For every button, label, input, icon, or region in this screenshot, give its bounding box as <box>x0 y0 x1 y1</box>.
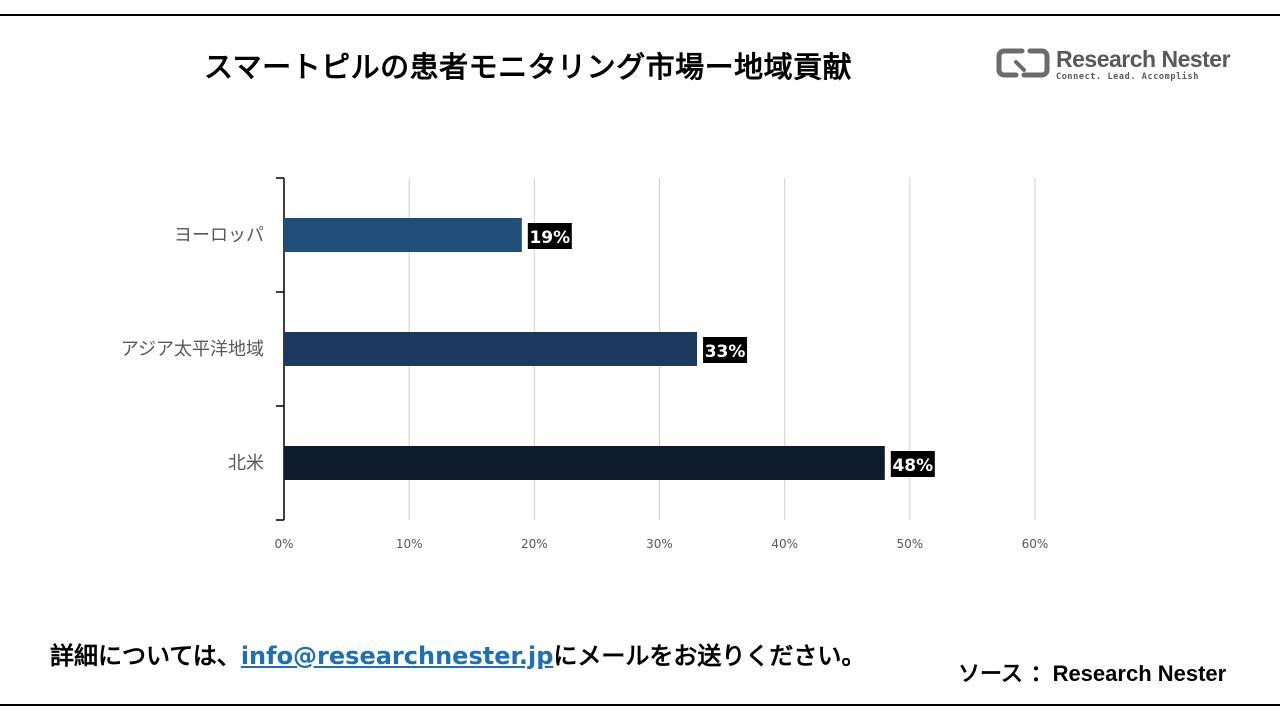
contact-prefix: 詳細については、 <box>50 642 241 670</box>
x-tick-label: 40% <box>771 537 798 551</box>
footer-contact: 詳細については、info@researchnester.jpにメールをお送りくだ… <box>50 636 865 671</box>
chart-axis <box>276 177 285 521</box>
top-rule <box>0 14 1280 16</box>
bar <box>284 218 522 252</box>
data-label-bg <box>890 451 935 477</box>
contact-suffix: にメールをお送りください。 <box>553 642 866 670</box>
x-tick-label: 30% <box>646 537 673 551</box>
logo-tagline: Connect. Lead. Accomplish <box>1056 72 1199 82</box>
x-tick-labels: 0% 10% 20% 30% 40% 50% 60% <box>274 537 1048 551</box>
bars <box>284 218 885 480</box>
logo-name: Research Nester <box>1056 46 1231 72</box>
category-label: 北米 <box>228 453 264 474</box>
bar <box>284 332 698 366</box>
page-title: スマートピルの患者モニタリング市場ー地域貢献 <box>204 50 853 84</box>
research-nester-logo: Research Nester Connect. Lead. Accomplis… <box>996 46 1231 86</box>
source-prefix: ソース ： <box>958 662 1053 687</box>
logo-mark-icon <box>996 48 1050 78</box>
data-label: 19% <box>529 228 570 248</box>
category-label: アジア太平洋地域 <box>121 339 264 360</box>
data-label: 33% <box>705 342 746 362</box>
email-link[interactable]: info@researchnester.jp <box>240 642 554 670</box>
x-tick-label: 20% <box>521 537 548 551</box>
data-label-bg <box>527 223 572 249</box>
x-tick-label: 50% <box>896 537 923 551</box>
bottom-rule <box>0 704 1280 706</box>
category-label: ヨーロッパ <box>174 225 264 246</box>
x-tick-label: 60% <box>1022 537 1049 551</box>
data-label: 48% <box>892 456 933 476</box>
bar <box>284 446 885 480</box>
data-labels: 19% 33% 48% <box>527 223 935 477</box>
footer-source: ソース ：Research Nester <box>958 656 1226 688</box>
x-tick-label: 0% <box>274 537 293 551</box>
x-tick-label: 10% <box>396 537 423 551</box>
source-name: Research Nester <box>1052 661 1227 686</box>
data-label-bg <box>703 337 748 363</box>
